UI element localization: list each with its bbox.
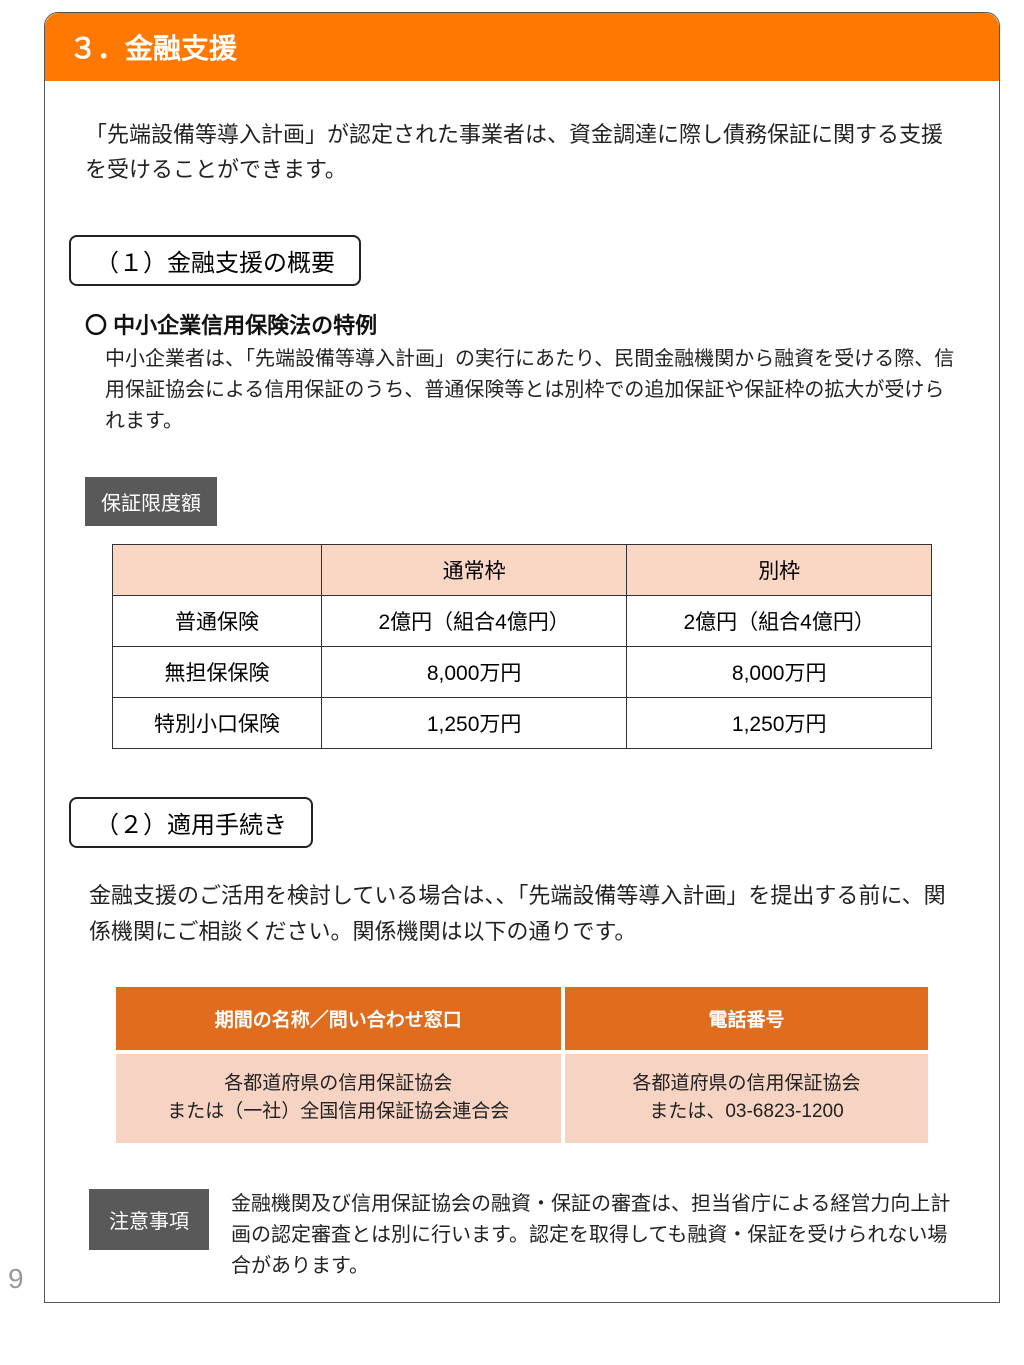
table-row: 無担保保険 8,000万円 8,000万円 (112, 647, 931, 698)
section1-body: 中小企業者は、「先端設備等導入計画」の実行にあたり、民間金融機関から融資を受ける… (45, 344, 999, 447)
subsection-1-heading: （１）金融支援の概要 (69, 235, 361, 286)
table-row: 普通保険 2億円（組合4億円） 2億円（組合4億円） (112, 596, 931, 647)
cell: 2億円（組合4億円） (322, 596, 627, 647)
subsection-2-heading: （２）適用手続き (69, 797, 313, 848)
notice-row: 注意事項 金融機関及び信用保証協会の融資・保証の審査は、担当省庁による経営力向上… (89, 1189, 955, 1282)
table-row: 各都道府県の信用保証協会または（一社）全国信用保証協会連合会 各都道府県の信用保… (114, 1052, 930, 1145)
contact-name-cell: 各都道府県の信用保証協会または（一社）全国信用保証協会連合会 (114, 1052, 563, 1145)
table-header-blank (112, 545, 321, 596)
row-label: 無担保保険 (112, 647, 321, 698)
cell: 8,000万円 (627, 647, 932, 698)
notice-text: 金融機関及び信用保証協会の融資・保証の審査は、担当省庁による経営力向上計画の認定… (231, 1189, 955, 1282)
table-header-separate: 別枠 (627, 545, 932, 596)
cell: 1,250万円 (627, 698, 932, 749)
table-row: 特別小口保険 1,250万円 1,250万円 (112, 698, 931, 749)
cell: 2億円（組合4億円） (627, 596, 932, 647)
page-number: 9 (8, 1263, 24, 1295)
cell: 1,250万円 (322, 698, 627, 749)
table-header-normal: 通常枠 (322, 545, 627, 596)
row-label: 特別小口保険 (112, 698, 321, 749)
intro-paragraph: 「先端設備等導入計画」が認定された事業者は、資金調達に際し債務保証に関する支援を… (45, 81, 999, 207)
guarantee-limit-tag: 保証限度額 (85, 477, 217, 526)
contact-phone-cell: 各都道府県の信用保証協会または、03-6823-1200 (563, 1052, 930, 1145)
guarantee-limits-table: 通常枠 別枠 普通保険 2億円（組合4億円） 2億円（組合4億円） 無担保保険 … (112, 544, 932, 749)
section2-body: 金融支援のご活用を検討している場合は、、「先端設備等導入計画」を提出する前に、関… (45, 858, 999, 958)
row-label: 普通保険 (112, 596, 321, 647)
contact-header-name: 期間の名称／問い合わせ窓口 (114, 985, 563, 1052)
bullet-heading: 〇 中小企業信用保険法の特例 (45, 296, 999, 344)
notice-tag: 注意事項 (89, 1189, 209, 1250)
cell: 8,000万円 (322, 647, 627, 698)
section-title: ３．金融支援 (45, 13, 999, 81)
page-container: ３．金融支援 「先端設備等導入計画」が認定された事業者は、資金調達に際し債務保証… (44, 12, 1000, 1303)
contact-table: 期間の名称／問い合わせ窓口 電話番号 各都道府県の信用保証協会または（一社）全国… (112, 983, 932, 1147)
contact-header-phone: 電話番号 (563, 985, 930, 1052)
